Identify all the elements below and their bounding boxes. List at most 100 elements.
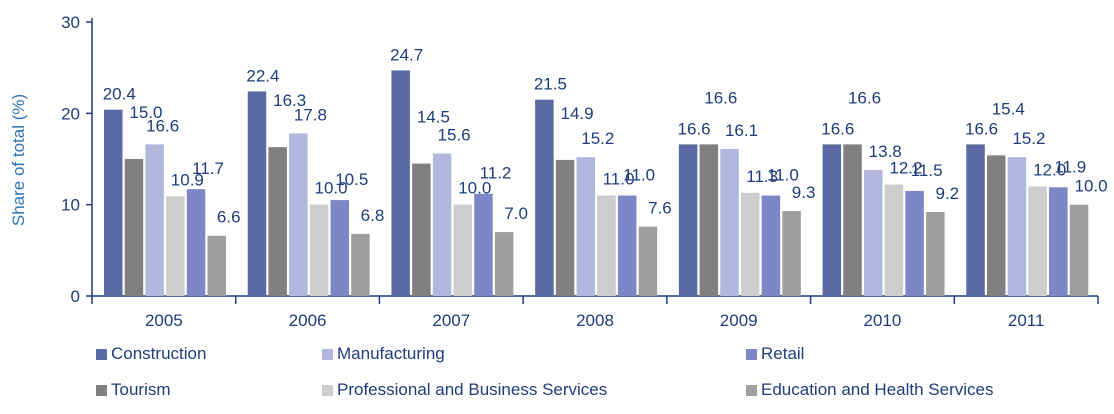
data-label: 11.3 (746, 167, 778, 186)
bar (268, 147, 287, 296)
data-label: 9.2 (936, 184, 960, 203)
bar (884, 184, 904, 296)
x-tick-label: 2006 (289, 311, 327, 330)
data-label: 10.5 (335, 170, 368, 189)
bar (186, 189, 206, 296)
data-label: 15.0 (129, 103, 162, 122)
bar (474, 193, 493, 296)
bar (905, 190, 924, 296)
data-label: 11.5 (911, 161, 943, 180)
bar (351, 233, 370, 296)
data-label: 16.6 (704, 88, 737, 107)
data-label: 6.6 (217, 208, 241, 227)
bar (782, 211, 801, 296)
bar (453, 204, 473, 296)
data-label: 10.9 (171, 170, 204, 189)
bar (863, 169, 883, 296)
bar (145, 144, 164, 296)
x-tick-label: 2008 (576, 311, 614, 330)
data-label: 15.2 (1012, 129, 1045, 148)
bar (124, 159, 144, 296)
bar (678, 144, 698, 296)
data-label: 16.6 (146, 116, 179, 135)
bar-labels: 20.415.016.610.911.76.622.416.317.810.01… (103, 45, 1108, 226)
bar (1028, 186, 1047, 296)
data-label: 13.8 (869, 142, 902, 161)
bar (247, 91, 267, 296)
bar (494, 232, 514, 296)
bar (309, 204, 329, 296)
bar (555, 159, 575, 296)
data-label: 9.3 (792, 183, 816, 202)
bar (986, 155, 1006, 296)
data-label: 16.6 (848, 88, 881, 107)
data-label: 7.6 (648, 199, 672, 218)
bar (761, 195, 781, 296)
data-label: 12.2 (889, 159, 922, 178)
bar (104, 109, 123, 297)
bar (740, 192, 760, 296)
y-axis: 0 10 20 30 (61, 13, 93, 306)
x-tick-label: 2010 (864, 311, 902, 330)
data-label: 24.7 (390, 45, 423, 64)
bar (289, 133, 308, 296)
bar (207, 235, 226, 296)
data-label: 16.6 (821, 119, 854, 138)
data-label: 17.8 (294, 105, 327, 124)
data-label: 16.6 (678, 119, 711, 138)
bar (597, 195, 616, 296)
data-label: 11.0 (767, 166, 799, 185)
x-tick-label: 2007 (432, 311, 470, 330)
data-label: 11.0 (623, 166, 655, 185)
bars (104, 70, 1089, 297)
bar (330, 200, 350, 296)
y-tick-label: 20 (61, 104, 80, 123)
data-label: 11.2 (480, 164, 512, 183)
data-label: 6.8 (361, 206, 385, 225)
data-label: 15.4 (992, 99, 1025, 118)
y-axis-label: Share of total (%) (9, 94, 28, 226)
bar (1007, 157, 1027, 296)
y-tick-label: 30 (61, 13, 80, 32)
bar (843, 144, 862, 296)
y-tick-label: 10 (61, 196, 80, 215)
data-label: 11.7 (192, 159, 224, 178)
data-label: 20.4 (103, 85, 136, 104)
bar (1069, 204, 1089, 296)
data-label: 12.0 (1033, 160, 1066, 179)
data-label: 16.3 (273, 91, 306, 110)
data-label: 11.9 (1054, 157, 1086, 176)
data-label: 7.0 (504, 204, 528, 223)
bar (576, 157, 596, 296)
bar (638, 226, 658, 296)
data-label: 14.5 (417, 108, 450, 127)
bar (699, 144, 719, 296)
bar (617, 195, 637, 296)
data-label: 10.0 (458, 179, 491, 198)
x-tick-label: 2011 (1008, 311, 1045, 330)
bar (1049, 187, 1068, 296)
data-label: 22.4 (246, 66, 279, 85)
x-axis: 2005 2006 2007 2008 2009 2010 2011 (91, 295, 1099, 330)
data-label: 15.2 (581, 129, 614, 148)
data-label: 10.0 (1074, 177, 1107, 196)
y-tick-label: 0 (71, 287, 80, 306)
data-label: 16.6 (965, 119, 998, 138)
x-tick-label: 2005 (145, 311, 183, 330)
x-tick-label: 2009 (720, 311, 758, 330)
bar (720, 148, 739, 296)
data-label: 21.5 (534, 75, 567, 94)
bar (432, 153, 452, 296)
bar (535, 99, 554, 296)
bar (966, 144, 985, 296)
bar (166, 196, 185, 296)
data-label: 10.0 (315, 179, 348, 198)
bar (926, 211, 945, 296)
data-label: 16.1 (725, 121, 758, 140)
data-label: 15.6 (438, 126, 471, 145)
data-label: 14.9 (561, 104, 594, 123)
bar (822, 144, 842, 296)
data-label: 11.0 (603, 170, 635, 189)
bar (412, 163, 431, 296)
